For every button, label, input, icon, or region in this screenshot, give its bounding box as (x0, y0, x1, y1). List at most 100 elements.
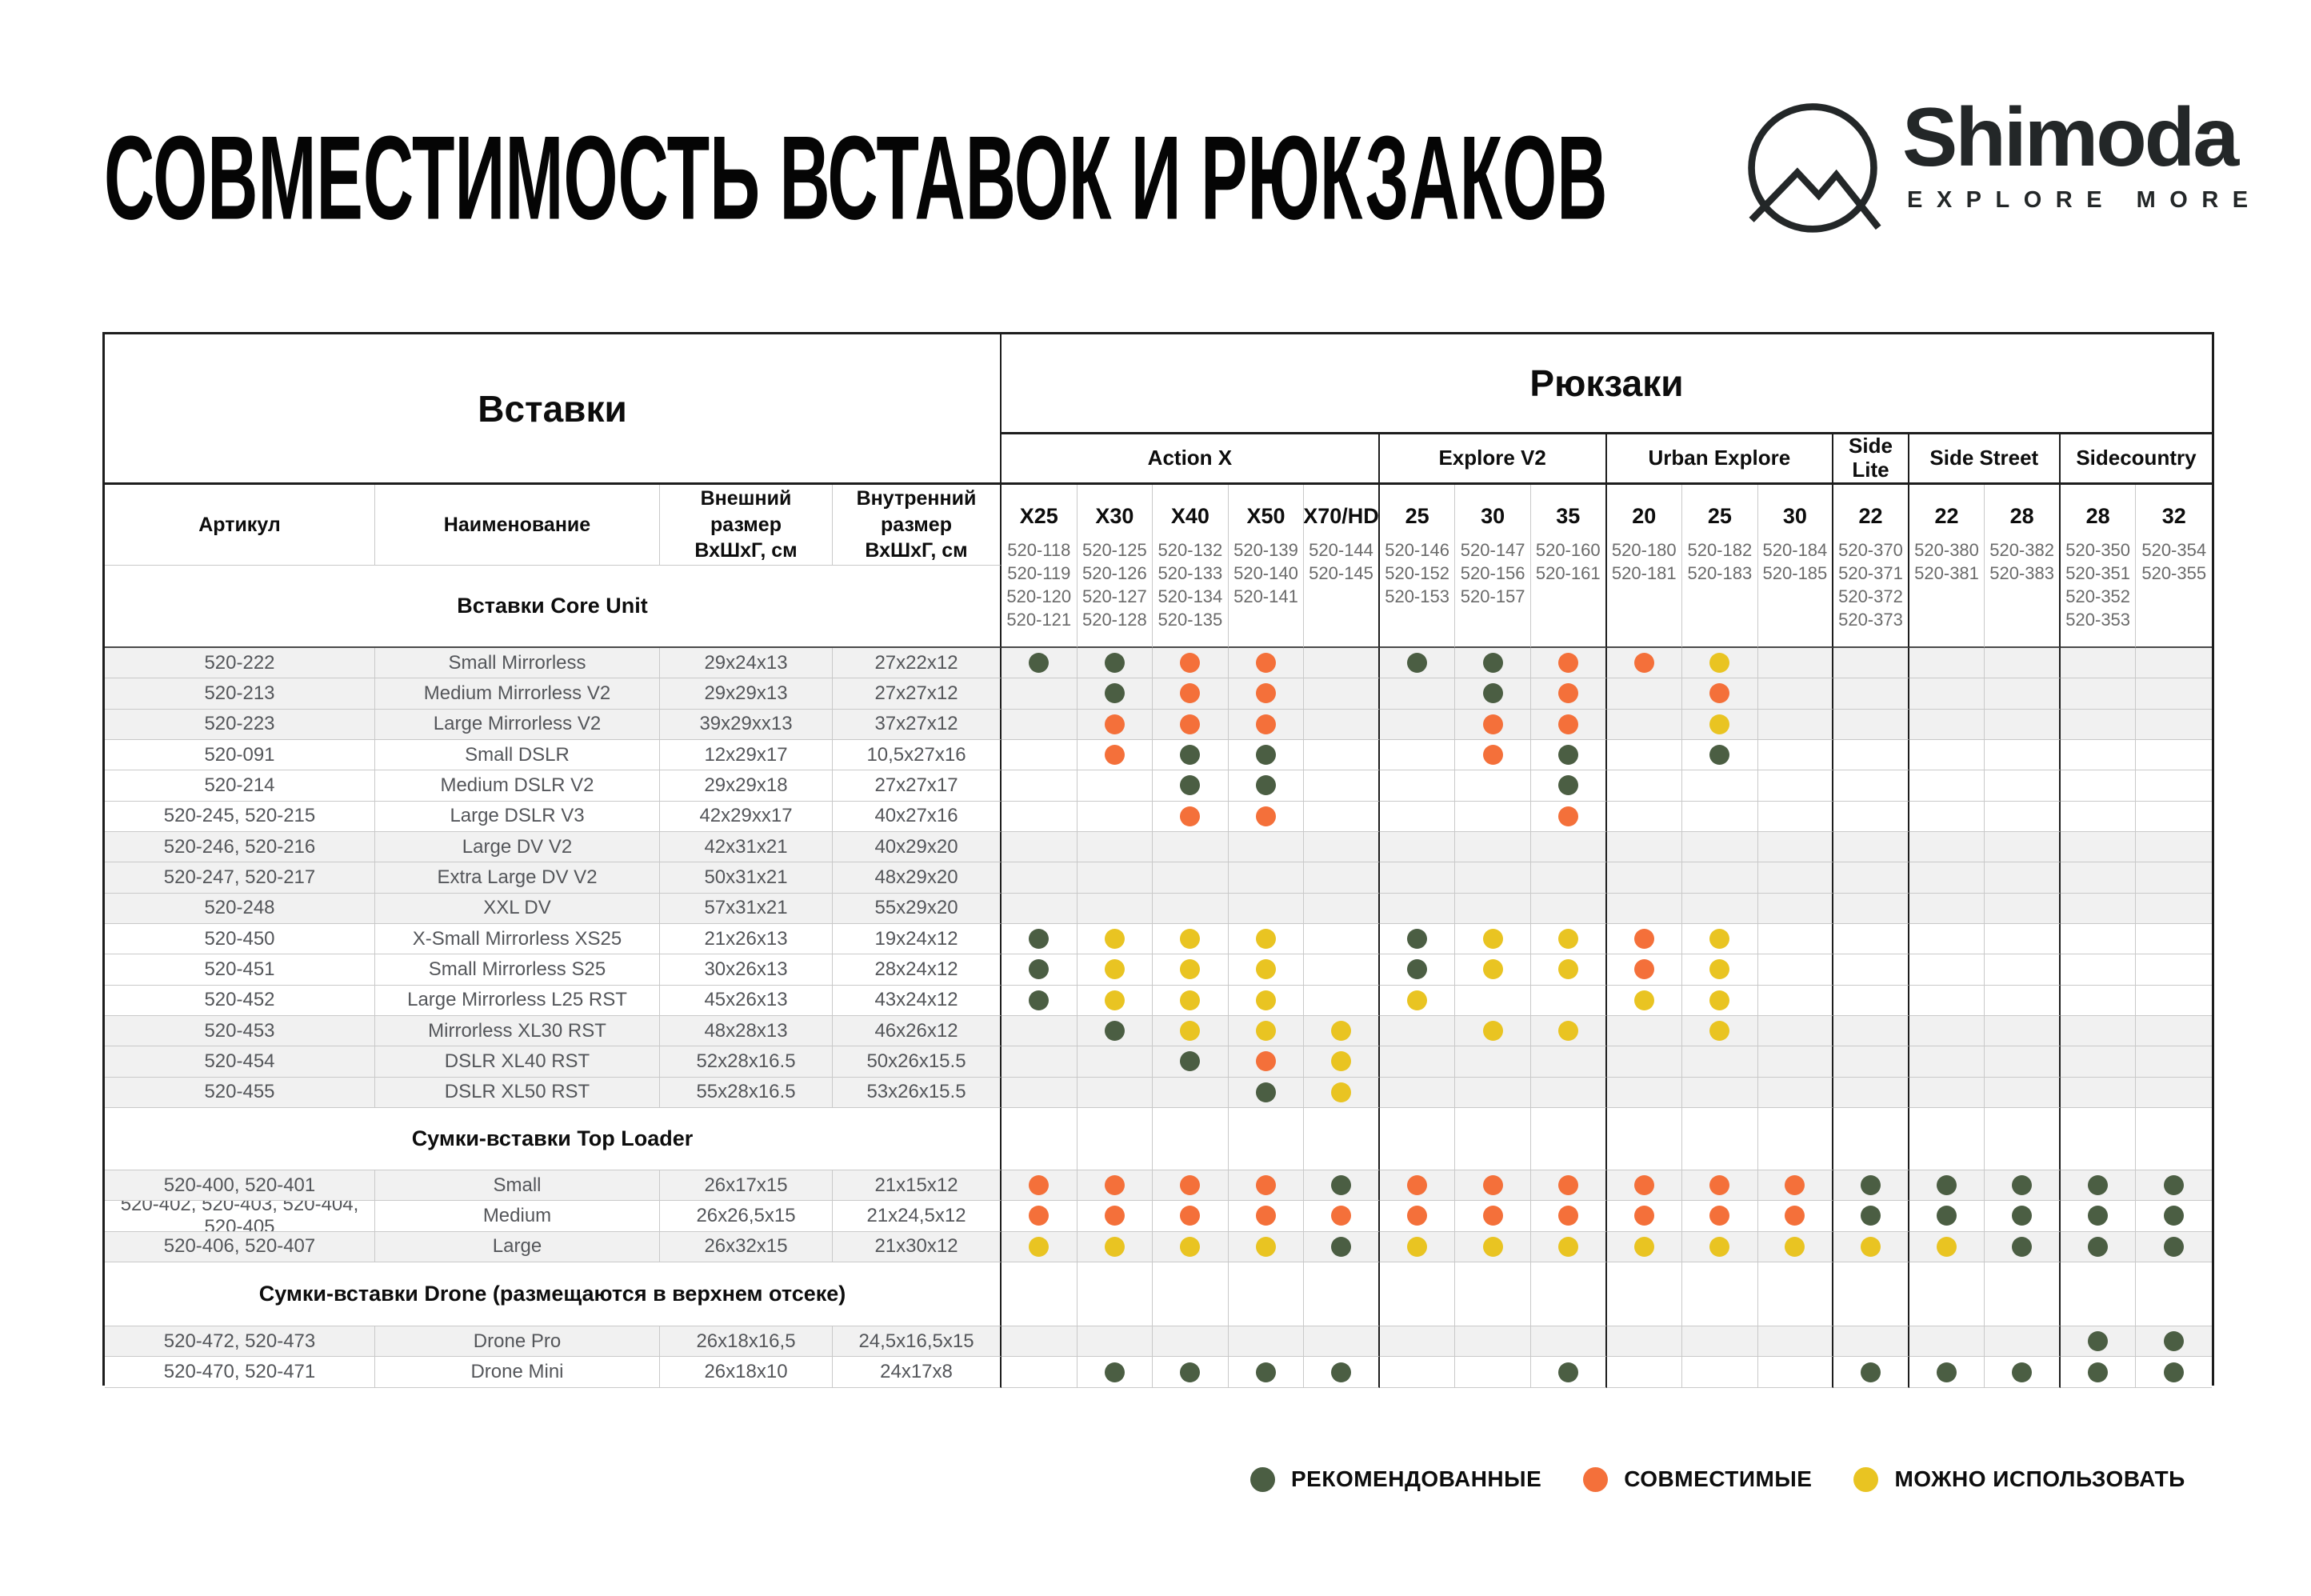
row-inner-size: 55x29x20 (833, 893, 1002, 924)
compatibility-cell (1682, 1170, 1758, 1202)
compatibility-cell (1833, 1077, 1909, 1108)
compatibility-cell (2136, 770, 2212, 802)
usable-dot-icon (1853, 1466, 1879, 1492)
section-band-cell (1833, 1107, 1909, 1170)
compatibility-cell (1002, 1077, 1078, 1108)
legend-label: РЕКОМЕНДОВАННЫЕ (1291, 1466, 1542, 1491)
row-article: 520-451 (105, 954, 375, 986)
backpack-size-label: 30 (1782, 504, 1807, 528)
compatibility-cell (1153, 1077, 1229, 1108)
recommended-dot-icon (1104, 1021, 1125, 1042)
compatibility-cell (1909, 1170, 1985, 1202)
usable-dot-icon (1557, 1236, 1578, 1257)
compatibility-cell (1153, 893, 1229, 924)
compatibility-cell (1530, 1357, 1607, 1388)
compatibility-cell (1682, 893, 1758, 924)
compatibility-cell (1002, 648, 1078, 679)
usable-dot-icon (1633, 990, 1654, 1010)
compatibility-cell (2060, 678, 2137, 710)
compatible-dot-icon (1104, 714, 1125, 734)
row-inner-size: 10,5x27x16 (833, 739, 1002, 771)
backpack-size-label: 28 (2009, 504, 2034, 528)
backpack-column-header: X25 520-118 520-119 520-120 520-121 (1002, 485, 1078, 648)
compatibility-cell (1304, 1046, 1380, 1078)
row-inner-size: 19x24x12 (833, 923, 1002, 955)
compatible-dot-icon (1557, 653, 1578, 674)
compatibility-cell (1757, 739, 1834, 771)
row-outer-size: 12x29x17 (660, 739, 833, 771)
section-band-cell (1153, 1107, 1229, 1170)
compatibility-cell (1077, 709, 1154, 740)
compatibility-cell (1530, 954, 1607, 986)
compatibility-cell (1833, 1201, 1909, 1232)
section-band-cell (1833, 1262, 1909, 1326)
compatibility-cell (1228, 862, 1305, 894)
compatibility-cell (1985, 709, 2061, 740)
usable-dot-icon (1104, 1236, 1125, 1257)
compatibility-cell (2060, 893, 2137, 924)
row-article: 520-455 (105, 1077, 375, 1108)
compatibility-cell (1682, 1231, 1758, 1262)
recommended-dot-icon (1029, 653, 1050, 674)
backpack-size-label: 30 (1481, 504, 1505, 528)
compatibility-cell (2060, 954, 2137, 986)
recommended-dot-icon (1860, 1175, 1881, 1196)
compatibility-cell (1153, 1357, 1229, 1388)
recommended-dot-icon (1482, 653, 1503, 674)
compatibility-cell (1002, 739, 1078, 771)
compatibility-cell (1606, 954, 1683, 986)
recommended-dot-icon (2164, 1175, 2185, 1196)
row-outer-size: 55x28x16.5 (660, 1077, 833, 1108)
compatibility-cell (1455, 770, 1531, 802)
recommended-dot-icon (1557, 745, 1578, 766)
compatibility-cell (1682, 739, 1758, 771)
compatibility-cell (2136, 862, 2212, 894)
legend-label: МОЖНО ИСПОЛЬЗОВАТЬ (1894, 1466, 2185, 1491)
compatibility-cell (1228, 1326, 1305, 1358)
backpacks-section-header: Рюкзаки (1002, 334, 2212, 434)
compatible-dot-icon (1180, 683, 1201, 704)
compatibility-cell (1153, 1170, 1229, 1202)
compatibility-cell (1228, 709, 1305, 740)
row-inner-size: 24,5x16,5x15 (833, 1326, 1002, 1358)
compatibility-cell (1606, 1046, 1683, 1078)
compatible-dot-icon (1255, 1051, 1276, 1072)
compatibility-cell (2060, 648, 2137, 679)
section-band-cell (1228, 1262, 1305, 1326)
backpack-column-header: 25 520-146 520-152 520-153 (1379, 485, 1456, 648)
compatibility-cell (1606, 1231, 1683, 1262)
compatibility-cell (1530, 923, 1607, 955)
backpack-article-list: 520-118 520-119 520-120 520-121 (1006, 540, 1072, 630)
compatibility-cell (2136, 1046, 2212, 1078)
backpack-column-header: 28 520-382 520-383 (1985, 485, 2061, 648)
compatibility-cell (2060, 1077, 2137, 1108)
row-outer-size: 29x24x13 (660, 648, 833, 679)
row-name: DSLR XL50 RST (375, 1077, 660, 1108)
compatibility-cell (1077, 1015, 1154, 1047)
compatible-dot-icon (1180, 714, 1201, 734)
usable-dot-icon (1331, 1051, 1352, 1072)
compatibility-cell (1379, 648, 1456, 679)
compatibility-cell (1304, 1015, 1380, 1047)
row-name: Small DSLR (375, 739, 660, 771)
recommended-dot-icon (1860, 1362, 1881, 1382)
compatibility-cell (1153, 862, 1229, 894)
row-article: 520-470, 520-471 (105, 1357, 375, 1388)
group-header: Urban Explore (1606, 434, 1834, 485)
backpack-article-list: 520-380 520-381 (1914, 540, 1979, 584)
backpack-size-label: 35 (1556, 504, 1581, 528)
compatibility-cell (2060, 1326, 2137, 1358)
compatibility-cell (1682, 1077, 1758, 1108)
recommended-dot-icon (1104, 653, 1125, 674)
compatibility-cell (1002, 1046, 1078, 1078)
compatibility-cell (1530, 648, 1607, 679)
compatibility-cell (1077, 1326, 1154, 1358)
backpack-article-list: 520-184 520-185 (1762, 540, 1828, 584)
compatibility-cell (2136, 831, 2212, 863)
recommended-dot-icon (1180, 1051, 1201, 1072)
compatibility-cell (2136, 739, 2212, 771)
compatibility-cell (1985, 831, 2061, 863)
row-name: Medium Mirrorless V2 (375, 678, 660, 710)
usable-dot-icon (1180, 990, 1201, 1010)
row-outer-size: 52x28x16.5 (660, 1046, 833, 1078)
